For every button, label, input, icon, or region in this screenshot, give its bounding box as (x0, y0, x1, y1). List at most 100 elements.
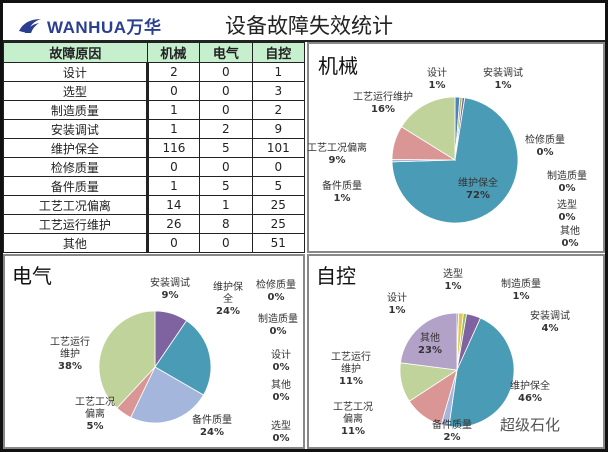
pie-slice-ctrl-9 (400, 312, 458, 371)
label-category: 其他 (560, 226, 580, 237)
chart-title-ctrl: 自控 (316, 264, 356, 288)
label-percent: 9% (161, 290, 179, 301)
data-label-mech: 制造质量 0% (542, 171, 592, 195)
label-percent: 1% (428, 80, 446, 91)
label-percent: 1% (444, 281, 462, 292)
label-percent: 38% (58, 361, 82, 372)
pie-slice-mech-8 (400, 96, 456, 161)
data-label-ctrl: 维护保全 46% (505, 381, 555, 405)
table-cell: 51 (251, 233, 306, 253)
table-row: 选型 0 0 3 (3, 81, 306, 101)
label-percent: 1% (494, 80, 512, 91)
label-category: 工艺运行维护 (50, 337, 90, 360)
label-percent: 0% (269, 326, 287, 337)
label-percent: 72% (466, 190, 490, 201)
data-label-elec: 备件质量 24% (187, 415, 237, 439)
data-label-mech: 安装调试 1% (478, 68, 528, 92)
label-percent: 0% (272, 362, 290, 373)
chart-title-mech: 机械 (318, 54, 358, 78)
label-category: 工艺运行维护 (353, 92, 413, 103)
data-label-elec: 工艺工况偏离 5% (75, 397, 115, 433)
data-label-mech: 选型 0% (552, 200, 582, 224)
table-row: 工艺运行维护 26 8 25 (3, 214, 306, 234)
data-label-mech: 其他 0% (555, 226, 585, 250)
label-category: 设计 (427, 68, 447, 79)
data-label-mech: 设计 1% (417, 68, 457, 92)
label-category: 制造质量 (501, 279, 541, 290)
label-percent: 24% (216, 306, 240, 317)
data-label-ctrl: 备件质量 2% (427, 420, 477, 444)
label-category: 备件质量 (432, 420, 472, 431)
label-percent: 1% (512, 291, 530, 302)
data-label-elec: 其他 0% (266, 380, 296, 404)
label-category: 选型 (443, 269, 463, 280)
label-percent: 0% (272, 433, 290, 444)
label-percent: 1% (333, 193, 351, 204)
table-cell: 25 (251, 195, 306, 215)
data-label-ctrl: 其他 23% (415, 333, 445, 357)
label-percent: 11% (339, 376, 363, 387)
row-label: 其他 (3, 233, 149, 253)
label-percent: 11% (341, 426, 365, 437)
label-category: 工艺工况偏离 (333, 402, 373, 425)
fault-table: 故障原因 机械 电气 自控 设计 2 0 1 选型 0 0 3 制造质量 1 0 2 安装调试 1 2 9 维护… (3, 42, 306, 253)
label-percent: 4% (541, 323, 559, 334)
col-header-ctrl: 自控 (251, 42, 306, 63)
data-label-mech: 检修质量 0% (520, 135, 570, 159)
table-row: 维护保全 116 5 101 (3, 138, 306, 158)
chart-title-elec: 电气 (12, 264, 52, 288)
data-label-elec: 选型 0% (266, 421, 296, 445)
data-label-ctrl: 安装调试 4% (525, 311, 575, 335)
data-label-elec: 制造质量 0% (253, 314, 303, 338)
label-category: 工艺工况偏离 (307, 143, 367, 154)
label-category: 其他 (420, 333, 440, 344)
label-percent: 23% (418, 345, 442, 356)
label-percent: 16% (371, 104, 395, 115)
label-percent: 0% (558, 183, 576, 194)
label-category: 维护保全 (510, 381, 550, 392)
table-cell: 0 (199, 233, 253, 253)
data-label-ctrl: 制造质量 1% (496, 279, 546, 303)
label-category: 制造质量 (258, 314, 298, 325)
label-category: 工艺运行维护 (331, 352, 371, 375)
label-percent: 5% (86, 421, 104, 432)
data-label-ctrl: 选型 1% (438, 269, 468, 293)
page-title: 设备故障失效统计 (225, 14, 393, 38)
header: WANHUA万华 设备故障失效统计 (3, 3, 605, 42)
table-cell: 0 (146, 233, 201, 253)
data-label-ctrl: 工艺工况偏离 11% (333, 402, 373, 438)
pie-slice-elec-4 (154, 320, 212, 396)
table-row: 安装调试 1 2 9 (3, 119, 306, 139)
data-label-ctrl: 工艺运行维护 11% (331, 352, 371, 388)
label-percent: 46% (518, 393, 542, 404)
pie-slice-ctrl-4 (448, 317, 515, 428)
label-category: 制造质量 (547, 171, 587, 182)
data-label-elec: 检修质量 0% (251, 280, 301, 304)
data-label-ctrl: 设计 1% (382, 293, 412, 317)
table-cell: 9 (251, 119, 306, 139)
label-category: 工艺工况偏离 (75, 397, 115, 420)
label-category: 其他 (271, 380, 291, 391)
data-label-mech: 备件质量 1% (317, 181, 367, 205)
label-category: 检修质量 (525, 135, 565, 146)
label-percent: 0% (561, 238, 579, 249)
label-category: 选型 (271, 421, 291, 432)
label-category: 设计 (387, 293, 407, 304)
data-label-mech: 维护保全 72% (453, 178, 503, 202)
row-label: 备件质量 (3, 176, 149, 196)
data-label-mech: 工艺工况偏离 9% (307, 143, 367, 167)
label-category: 维护保全 (458, 178, 498, 189)
table-row: 检修质量 0 0 0 (3, 157, 306, 177)
label-category: 备件质量 (322, 181, 362, 192)
label-category: 备件质量 (192, 415, 232, 426)
logo-text: WANHUA万华 (47, 18, 162, 37)
label-percent: 1% (388, 305, 406, 316)
wanhua-logo-icon (19, 18, 41, 33)
label-category: 选型 (557, 200, 577, 211)
col-header-mech: 机械 (146, 42, 201, 63)
label-percent: 0% (558, 212, 576, 223)
pie-slice-elec-8 (98, 310, 156, 409)
data-label-mech: 工艺运行维护 16% (353, 92, 413, 116)
